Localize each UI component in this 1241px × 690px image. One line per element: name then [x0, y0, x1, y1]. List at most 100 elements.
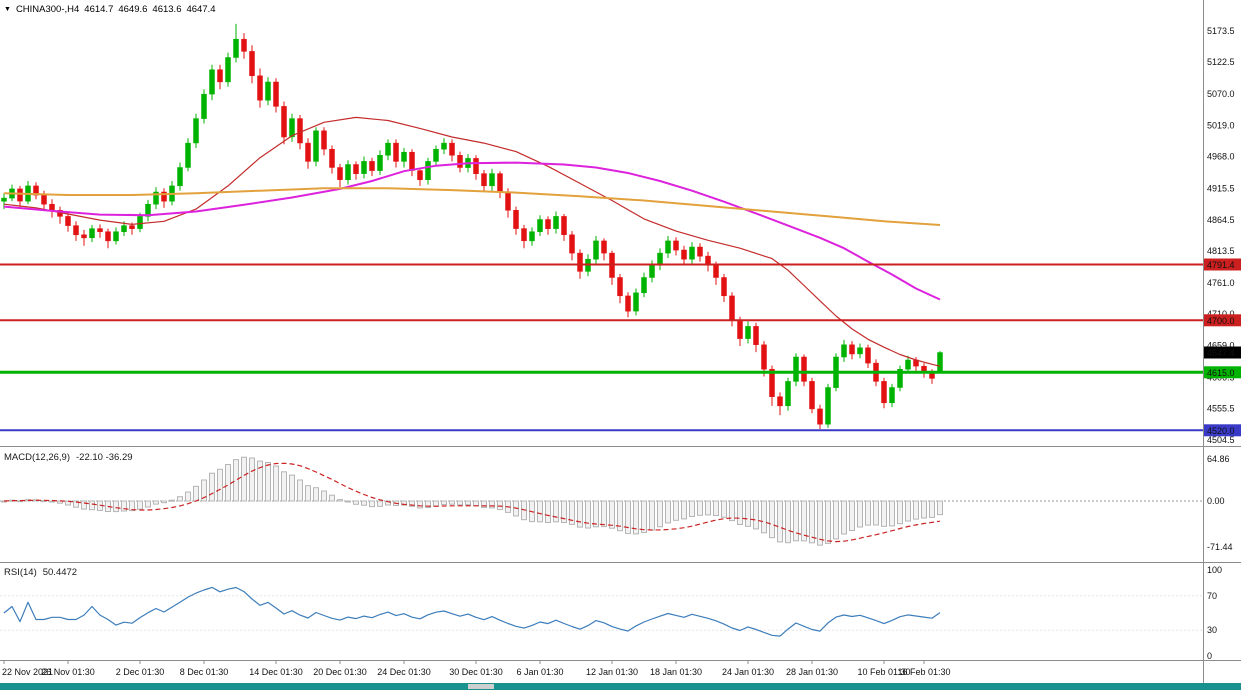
- macd-histogram-bar: [681, 500, 687, 520]
- candlestick: [529, 231, 535, 242]
- candlestick: [769, 368, 775, 397]
- macd-scale-label: 64.86: [1207, 454, 1230, 464]
- candlestick: [857, 347, 863, 355]
- candlestick: [433, 148, 439, 162]
- macd-histogram-bar: [801, 500, 807, 542]
- candlestick: [633, 292, 639, 312]
- macd-histogram-bar: [705, 500, 711, 516]
- candlestick: [417, 170, 423, 181]
- macd-histogram-bar: [257, 460, 263, 502]
- candlestick: [105, 231, 111, 242]
- macd-histogram-bar: [841, 500, 847, 535]
- candlestick: [145, 203, 151, 217]
- macd-histogram-bar: [465, 500, 471, 506]
- rsi-scale-label: 70: [1207, 591, 1217, 601]
- macd-histogram-bar: [209, 472, 215, 502]
- macd-histogram-bar: [593, 500, 599, 528]
- symbol-timeframe-label: CHINA300-,H4: [15, 4, 80, 15]
- macd-values: -22.10 -36.29: [76, 452, 133, 463]
- price-label: 4968.0: [1207, 152, 1235, 162]
- candlestick: [281, 106, 287, 138]
- candlestick: [81, 234, 87, 239]
- date-label: 24 Dec 01:30: [377, 667, 431, 677]
- candlestick: [513, 210, 519, 229]
- horizontal-scrollbar[interactable]: [0, 683, 1241, 690]
- macd-histogram-bar: [473, 500, 479, 507]
- date-label: 6 Jan 01:30: [516, 667, 563, 677]
- candlestick: [801, 356, 807, 382]
- candlestick: [305, 142, 311, 162]
- candlestick: [457, 155, 463, 168]
- candlestick: [825, 387, 831, 425]
- candlestick: [577, 252, 583, 272]
- candlestick: [793, 356, 799, 382]
- candlestick: [713, 265, 719, 278]
- macd-histogram-bar: [569, 500, 575, 525]
- rsi-line: [3, 586, 941, 637]
- macd-histogram-bar: [889, 500, 895, 527]
- macd-indicator-label: MACD(12,26,9) -22.10 -36.29: [4, 452, 133, 463]
- candlestick: [97, 228, 103, 232]
- candlestick: [401, 151, 407, 162]
- macd-histogram-bar: [721, 500, 727, 518]
- candlestick: [121, 225, 127, 232]
- macd-name: MACD(12,26,9): [4, 452, 70, 463]
- candlestick: [593, 240, 599, 260]
- macd-histogram-bar: [433, 500, 439, 507]
- macd-histogram-bar: [457, 500, 463, 506]
- candlestick: [777, 396, 783, 407]
- macd-histogram-bar: [641, 500, 647, 533]
- rsi-indicator-label: RSI(14) 50.4472: [4, 567, 77, 578]
- candlestick: [161, 191, 167, 202]
- macd-histogram-bar: [929, 500, 935, 518]
- macd-histogram-bar: [905, 500, 911, 522]
- date-label: 14 Dec 01:30: [249, 667, 303, 677]
- candlestick: [241, 38, 247, 52]
- macd-histogram-bar: [385, 500, 391, 506]
- candlestick: [41, 194, 47, 205]
- candlestick: [313, 130, 319, 162]
- ma-line-mid-magenta: [3, 161, 941, 301]
- candlestick: [897, 368, 903, 388]
- macd-histogram-bar: [697, 500, 703, 516]
- candlestick: [353, 164, 359, 174]
- candlestick: [201, 93, 207, 119]
- candlestick: [137, 216, 143, 229]
- price-label: 5070.0: [1207, 89, 1235, 99]
- macd-histogram-bar: [913, 500, 919, 520]
- macd-histogram-bar: [361, 500, 367, 506]
- macd-histogram-bar: [377, 500, 383, 507]
- macd-histogram-bar: [921, 500, 927, 519]
- candlestick: [473, 158, 479, 174]
- chart-menu-icon[interactable]: ▼: [4, 6, 11, 13]
- date-label: 28 Jan 01:30: [786, 667, 838, 677]
- macd-histogram-bar: [417, 500, 423, 509]
- price-label: 4915.5: [1207, 184, 1235, 194]
- level-price-tag-bg: [1204, 424, 1241, 437]
- macd-histogram-bar: [809, 500, 815, 544]
- macd-histogram-bar: [425, 500, 431, 508]
- candlestick: [497, 173, 503, 193]
- macd-histogram-bar: [313, 487, 319, 502]
- candlestick: [449, 142, 455, 156]
- macd-histogram-bar: [121, 500, 127, 512]
- candlestick: [729, 295, 735, 321]
- candlestick: [1, 197, 7, 202]
- macd-histogram-bar: [265, 462, 271, 502]
- candlestick: [641, 277, 647, 294]
- candlestick: [625, 295, 631, 312]
- macd-histogram-bar: [89, 500, 95, 511]
- macd-histogram-bar: [745, 500, 751, 527]
- candlestick: [649, 265, 655, 278]
- candlestick: [65, 216, 71, 226]
- macd-histogram-bar: [857, 500, 863, 528]
- scrollbar-thumb[interactable]: [468, 684, 494, 689]
- macd-histogram-bar: [617, 500, 623, 532]
- candlestick: [89, 228, 95, 239]
- price-label: 4864.5: [1207, 215, 1235, 225]
- macd-scale-label: -71.44: [1207, 542, 1233, 552]
- candlestick: [193, 118, 199, 144]
- macd-histogram-bar: [409, 500, 415, 507]
- macd-histogram-bar: [633, 500, 639, 535]
